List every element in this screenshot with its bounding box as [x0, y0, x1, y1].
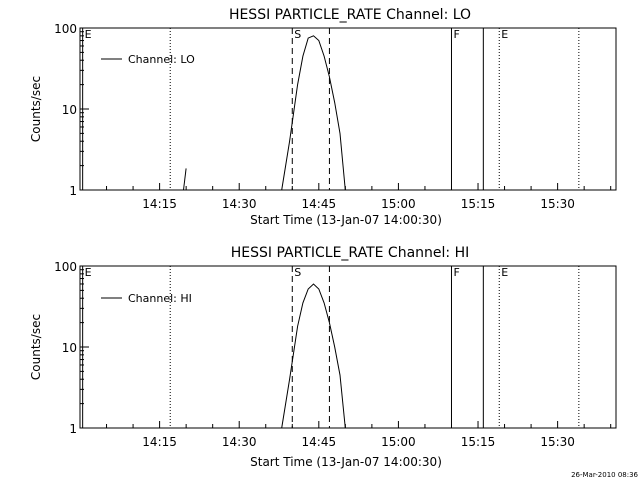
x-tick-label: 14:15 [142, 197, 177, 211]
series-line-segment [281, 35, 346, 191]
y-tick-label: 1 [69, 422, 77, 436]
x-tick-label: 15:15 [461, 197, 496, 211]
event-marker-label: S [294, 28, 301, 41]
x-tick-label: 15:30 [540, 197, 575, 211]
y-tick-label: 10 [62, 341, 77, 355]
y-axis-label-hi: Counts/sec [29, 314, 43, 380]
x-tick-label: 15:00 [381, 435, 416, 449]
plot-frame-hi [79, 265, 617, 429]
x-axis-label-hi: Start Time (13-Jan-07 14:00:30) [250, 455, 442, 469]
event-marker-label: F [453, 266, 459, 279]
y-axis-label-lo: Counts/sec [29, 76, 43, 142]
series-line-segment [183, 168, 187, 191]
y-tick-label: 10 [62, 103, 77, 117]
event-marker-label: E [501, 28, 508, 41]
x-tick-label: 14:15 [142, 435, 177, 449]
x-tick-label: 15:00 [381, 197, 416, 211]
chart-title-hi: HESSI PARTICLE_RATE Channel: HI [231, 245, 469, 261]
chart-panel-lo: HESSI PARTICLE_RATE Channel: LO 14:15 14:… [29, 7, 617, 227]
y-tick-label: 1 [69, 184, 77, 198]
x-tick-label: 15:30 [540, 435, 575, 449]
x-tick-label: 15:15 [461, 435, 496, 449]
event-marker-label: E [85, 266, 92, 279]
x-tick-label: 14:30 [222, 435, 257, 449]
timestamp-footer: 26-Mar-2010 08:36 [571, 471, 638, 479]
x-tick-label: 14:45 [302, 435, 337, 449]
legend-entry-lo: Channel: LO [128, 53, 195, 66]
series-lines-hi [281, 283, 346, 429]
legend-entry-hi: Channel: HI [128, 292, 192, 305]
x-tick-label: 14:30 [222, 197, 257, 211]
event-marker-label: E [85, 28, 92, 41]
x-axis-label-lo: Start Time (13-Jan-07 14:00:30) [250, 213, 442, 227]
chart-title-lo: HESSI PARTICLE_RATE Channel: LO [229, 7, 471, 23]
y-tick-label: 100 [54, 260, 77, 274]
y-tick-label: 100 [54, 22, 77, 36]
axis-ticks-hi: 14:15 14:30 14:45 15:00 15:15 15:30 1 10 100 [54, 260, 612, 449]
series-line-segment [281, 283, 346, 429]
axis-ticks-lo: 14:15 14:30 14:45 15:00 15:15 15:30 1 10 100 [54, 22, 612, 211]
chart-panel-hi: HESSI PARTICLE_RATE Channel: HI 14:15 14:… [29, 245, 617, 469]
series-lines-lo [183, 35, 346, 191]
event-marker-label: E [501, 266, 508, 279]
x-tick-label: 14:45 [302, 197, 337, 211]
event-marker-label: F [453, 28, 459, 41]
event-marker-label: S [294, 266, 301, 279]
